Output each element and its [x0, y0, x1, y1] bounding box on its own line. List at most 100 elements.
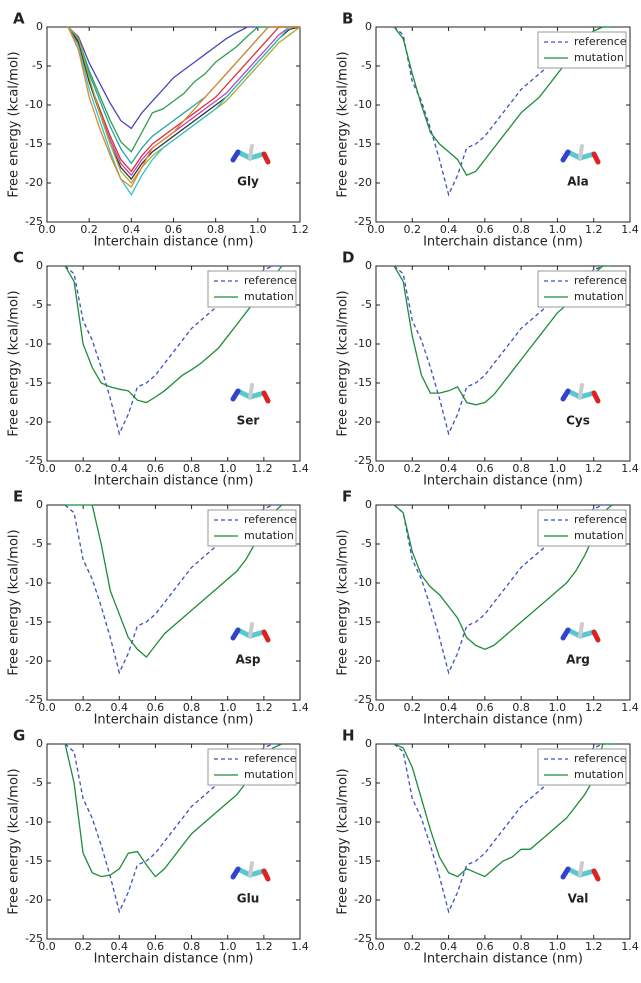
bond: [560, 149, 571, 163]
bond: [261, 390, 271, 404]
panel-label: E: [13, 488, 23, 506]
x-tick-label: 0.0: [367, 940, 385, 953]
legend-label: mutation: [574, 529, 624, 542]
x-tick-label: 1.2: [585, 223, 603, 236]
y-tick-label: -10: [354, 98, 372, 111]
y-axis-label: Free energy (kcal/mol): [336, 529, 351, 675]
x-tick-label: 0.0: [38, 223, 56, 236]
plot-frame: [46, 265, 301, 462]
legend-label: reference: [574, 35, 627, 48]
y-tick-label: -25: [354, 932, 372, 945]
panel-label: A: [13, 10, 25, 28]
legend-box: [537, 270, 627, 308]
legend-label: reference: [574, 274, 627, 287]
x-tick-label: 0.8: [207, 223, 225, 236]
y-tick-label: -25: [25, 454, 43, 467]
x-tick-label: 0.6: [476, 940, 494, 953]
bond: [578, 861, 584, 877]
bond: [248, 144, 254, 160]
legend-label: mutation: [244, 529, 294, 542]
y-tick-label: -5: [361, 59, 372, 72]
bond: [261, 151, 271, 165]
bond: [591, 390, 601, 404]
x-tick-label: 1.2: [585, 701, 603, 714]
series-line: [67, 26, 300, 177]
y-tick-label: 0: [365, 259, 372, 272]
y-tick-label: 0: [365, 737, 372, 750]
y-tick-label: -20: [25, 176, 43, 189]
x-tick-label: 0.4: [440, 701, 458, 714]
y-tick-label: -15: [25, 376, 43, 389]
y-axis-label: Free energy (kcal/mol): [7, 529, 22, 675]
y-tick-label: -10: [25, 337, 43, 350]
legend-label: mutation: [574, 290, 624, 303]
y-tick-label: -10: [25, 815, 43, 828]
plot-frame: [46, 504, 301, 701]
y-axis-label: Free energy (kcal/mol): [7, 768, 22, 914]
panel-label: C: [13, 249, 24, 267]
x-tick-label: 0.6: [476, 223, 494, 236]
residue-name: Cys: [566, 414, 590, 428]
x-tick-label: 0.0: [367, 223, 385, 236]
x-axis-label: Interchain distance (nm): [94, 713, 254, 728]
x-tick-label: 1.0: [549, 223, 567, 236]
y-tick-label: -5: [32, 776, 43, 789]
bond: [560, 866, 571, 880]
bond: [248, 622, 254, 638]
y-axis-label: Free energy (kcal/mol): [336, 51, 351, 197]
x-tick-label: 0.6: [147, 940, 165, 953]
y-tick-label: -25: [25, 215, 43, 228]
bond: [261, 629, 271, 643]
x-tick-label: 1.4: [621, 223, 639, 236]
panel-label: H: [342, 727, 355, 745]
x-tick-label: 1.0: [249, 223, 267, 236]
residue-icon: [560, 861, 601, 882]
x-tick-label: 1.0: [549, 701, 567, 714]
x-tick-label: 0.2: [80, 223, 98, 236]
x-tick-label: 1.2: [585, 940, 603, 953]
series-line: [67, 26, 300, 153]
y-axis-label: Free energy (kcal/mol): [7, 290, 22, 436]
bond: [578, 383, 584, 399]
x-tick-label: 0.8: [512, 701, 530, 714]
y-tick-label: -20: [354, 415, 372, 428]
y-tick-label: 0: [36, 20, 43, 33]
y-tick-label: -25: [354, 693, 372, 706]
panel-label: B: [342, 10, 353, 28]
x-tick-label: 0.2: [74, 940, 92, 953]
x-tick-label: 0.8: [183, 462, 201, 475]
y-tick-label: -5: [361, 537, 372, 550]
y-tick-label: -20: [354, 176, 372, 189]
residue-name: Ala: [567, 175, 589, 189]
y-tick-label: -20: [354, 893, 372, 906]
legend-box: [537, 748, 627, 786]
bond: [578, 144, 584, 160]
series-line: [64, 265, 283, 404]
bond: [578, 622, 584, 638]
y-tick-label: 0: [36, 737, 43, 750]
x-tick-label: 0.6: [147, 462, 165, 475]
legend-label: reference: [574, 752, 627, 765]
x-tick-label: 1.4: [621, 940, 639, 953]
legend-box: [207, 270, 297, 308]
x-tick-label: 0.2: [404, 223, 422, 236]
x-tick-label: 0.8: [512, 462, 530, 475]
y-tick-label: -25: [354, 454, 372, 467]
x-axis-label: Interchain distance (nm): [423, 474, 583, 489]
y-tick-label: -5: [32, 59, 43, 72]
x-tick-label: 1.0: [219, 462, 237, 475]
x-tick-label: 0.6: [147, 701, 165, 714]
y-axis-label: Free energy (kcal/mol): [336, 290, 351, 436]
x-tick-label: 1.2: [255, 701, 273, 714]
x-tick-label: 0.4: [111, 940, 129, 953]
x-tick-label: 1.4: [291, 940, 309, 953]
series-line: [67, 26, 300, 165]
bond: [230, 866, 241, 880]
y-tick-label: -15: [354, 137, 372, 150]
y-tick-label: 0: [365, 20, 372, 33]
series-line: [65, 504, 283, 659]
y-tick-label: -15: [25, 137, 43, 150]
y-tick-label: -20: [354, 654, 372, 667]
residue-name: Arg: [566, 653, 590, 667]
y-tick-label: -25: [25, 693, 43, 706]
